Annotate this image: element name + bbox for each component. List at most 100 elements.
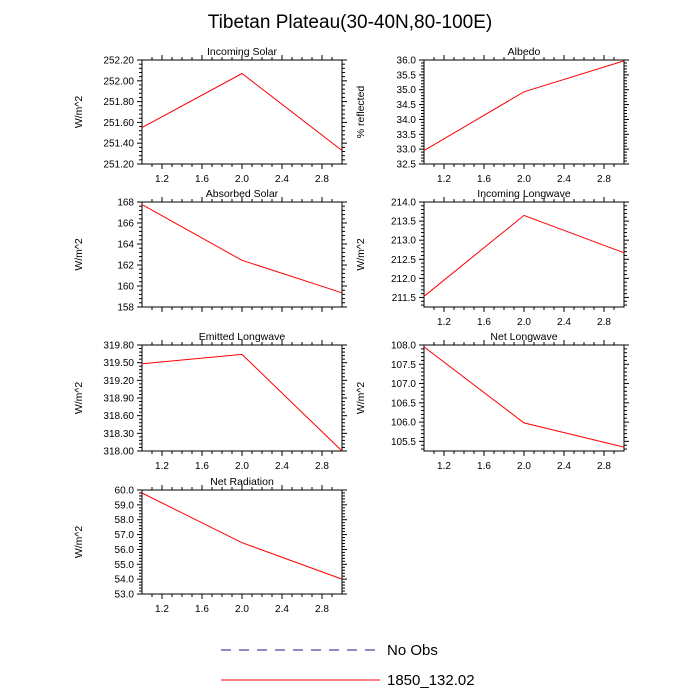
y-tick-label: 318.60 — [103, 411, 134, 422]
y-axis-label: % reflected — [355, 86, 367, 139]
panel-title: Incoming Solar — [207, 46, 278, 58]
x-tick-label: 2.8 — [597, 461, 611, 472]
x-tick-label: 2.0 — [235, 604, 249, 615]
y-tick-label: 211.5 — [392, 293, 417, 304]
y-tick-label: 162 — [117, 261, 134, 272]
panel-2: Absorbed Solar W/m^2 158 160 162 164 166 168 — [73, 188, 347, 314]
x-tick-label: 1.2 — [155, 604, 169, 615]
x-tick-label: 2.0 — [235, 174, 249, 185]
y-tick-label: 56.0 — [115, 545, 135, 556]
x-tick-label: 1.6 — [477, 461, 491, 472]
y-tick-label: 164 — [117, 240, 134, 251]
y-axis-label: W/m^2 — [73, 382, 85, 415]
figure-title: Tibetan Plateau(30-40N,80-100E) — [208, 12, 492, 33]
y-tick-label: 251.80 — [103, 97, 134, 108]
y-axis-label: W/m^2 — [355, 238, 367, 271]
panel-title: Incoming Longwave — [477, 188, 571, 200]
panel-title: Emitted Longwave — [199, 331, 286, 343]
y-tick-label: 160 — [117, 282, 134, 293]
series-line — [141, 492, 343, 580]
y-tick-label: 57.0 — [115, 530, 135, 541]
x-tick-label: 2.0 — [235, 461, 249, 472]
y-tick-label: 35.5 — [397, 70, 417, 81]
x-tick-label: 2.8 — [315, 461, 329, 472]
x-tick-label: 2.8 — [597, 317, 611, 328]
series-line — [423, 60, 625, 152]
y-axis-label: W/m^2 — [73, 238, 85, 271]
y-tick-label: 168 — [117, 198, 134, 209]
legend-no-obs-label: No Obs — [387, 642, 438, 659]
y-tick-label: 251.20 — [103, 160, 134, 171]
y-tick-label: 54.0 — [115, 575, 135, 586]
panel-title: Net Longwave — [490, 331, 557, 343]
y-tick-label: 35.0 — [397, 85, 417, 96]
x-tick-label: 1.6 — [477, 317, 491, 328]
series-line — [423, 214, 625, 297]
y-tick-label: 214.0 — [391, 198, 416, 209]
y-tick-label: 158 — [117, 303, 134, 314]
x-tick-label: 1.2 — [437, 174, 451, 185]
x-tick-label: 2.8 — [597, 174, 611, 185]
series-line — [141, 204, 343, 294]
y-tick-label: 58.0 — [115, 515, 135, 526]
x-tick-label: 2.4 — [557, 317, 571, 328]
y-tick-label: 108.0 — [391, 341, 416, 352]
y-tick-label: 53.0 — [115, 590, 135, 601]
y-tick-label: 55.0 — [115, 560, 135, 571]
x-tick-label: 1.6 — [195, 604, 209, 615]
y-tick-label: 213.0 — [391, 236, 416, 247]
y-tick-label: 252.00 — [103, 76, 134, 87]
panel-6: Net Radiation W/m^2 53.0 54.0 55.0 56.0 57.0 58… — [73, 476, 347, 615]
plot-frame — [423, 59, 625, 165]
plot-frame — [141, 59, 343, 165]
series-line — [423, 346, 625, 448]
panel-3: Incoming Longwave W/m^2 211.5 212.0 212.5 213… — [355, 188, 629, 328]
y-tick-label: 33.5 — [397, 130, 417, 141]
y-tick-label: 32.5 — [397, 160, 417, 171]
y-tick-label: 252.20 — [103, 56, 134, 67]
x-tick-label: 2.8 — [315, 604, 329, 615]
x-tick-label: 1.2 — [155, 174, 169, 185]
panel-title: Net Radiation — [210, 476, 274, 488]
panel-5: Net Longwave W/m^2 105.5 106.0 106.5 107.0 107… — [355, 331, 629, 472]
legend-series-label: 1850_132.02 — [387, 672, 475, 689]
y-tick-label: 60.0 — [115, 486, 135, 497]
panel-0: Incoming Solar W/m^2 251.20 251.40 251.60 251… — [73, 46, 347, 185]
y-axis-label: W/m^2 — [73, 526, 85, 559]
y-tick-label: 319.20 — [103, 376, 134, 387]
panel-title: Absorbed Solar — [206, 188, 279, 200]
x-tick-label: 1.6 — [195, 461, 209, 472]
y-tick-label: 212.5 — [391, 255, 416, 266]
y-tick-label: 251.40 — [103, 139, 134, 150]
y-tick-label: 36.0 — [397, 56, 417, 67]
x-tick-label: 1.2 — [437, 461, 451, 472]
plot-frame — [141, 489, 343, 595]
y-tick-label: 34.0 — [397, 115, 417, 126]
x-tick-label: 2.4 — [557, 174, 571, 185]
y-tick-label: 107.0 — [391, 379, 416, 390]
y-tick-label: 59.0 — [115, 500, 135, 511]
series-line — [141, 353, 343, 452]
y-tick-label: 212.0 — [391, 274, 416, 285]
x-tick-label: 1.2 — [437, 317, 451, 328]
x-tick-label: 1.2 — [155, 461, 169, 472]
legend: No Obs 1850_132.02 — [221, 642, 475, 689]
x-tick-label: 2.8 — [315, 174, 329, 185]
x-tick-label: 2.4 — [275, 174, 289, 185]
y-tick-label: 105.5 — [391, 437, 416, 448]
plot-frame — [423, 344, 625, 452]
y-tick-label: 34.5 — [397, 100, 417, 111]
y-tick-label: 213.5 — [391, 217, 416, 228]
y-tick-label: 107.5 — [391, 360, 416, 371]
x-tick-label: 2.0 — [517, 317, 531, 328]
y-tick-label: 318.00 — [103, 447, 134, 458]
x-tick-label: 1.6 — [195, 174, 209, 185]
y-tick-label: 319.50 — [103, 358, 134, 369]
panels: Incoming Solar W/m^2 251.20 251.40 251.60 251… — [73, 46, 629, 615]
x-tick-label: 2.4 — [275, 461, 289, 472]
y-axis-label: W/m^2 — [355, 382, 367, 415]
plot-frame — [423, 201, 625, 308]
panel-4: Emitted Longwave W/m^2 318.00 318.30 318.60 3… — [73, 331, 347, 472]
y-tick-label: 106.0 — [391, 418, 416, 429]
x-tick-label: 2.0 — [517, 461, 531, 472]
